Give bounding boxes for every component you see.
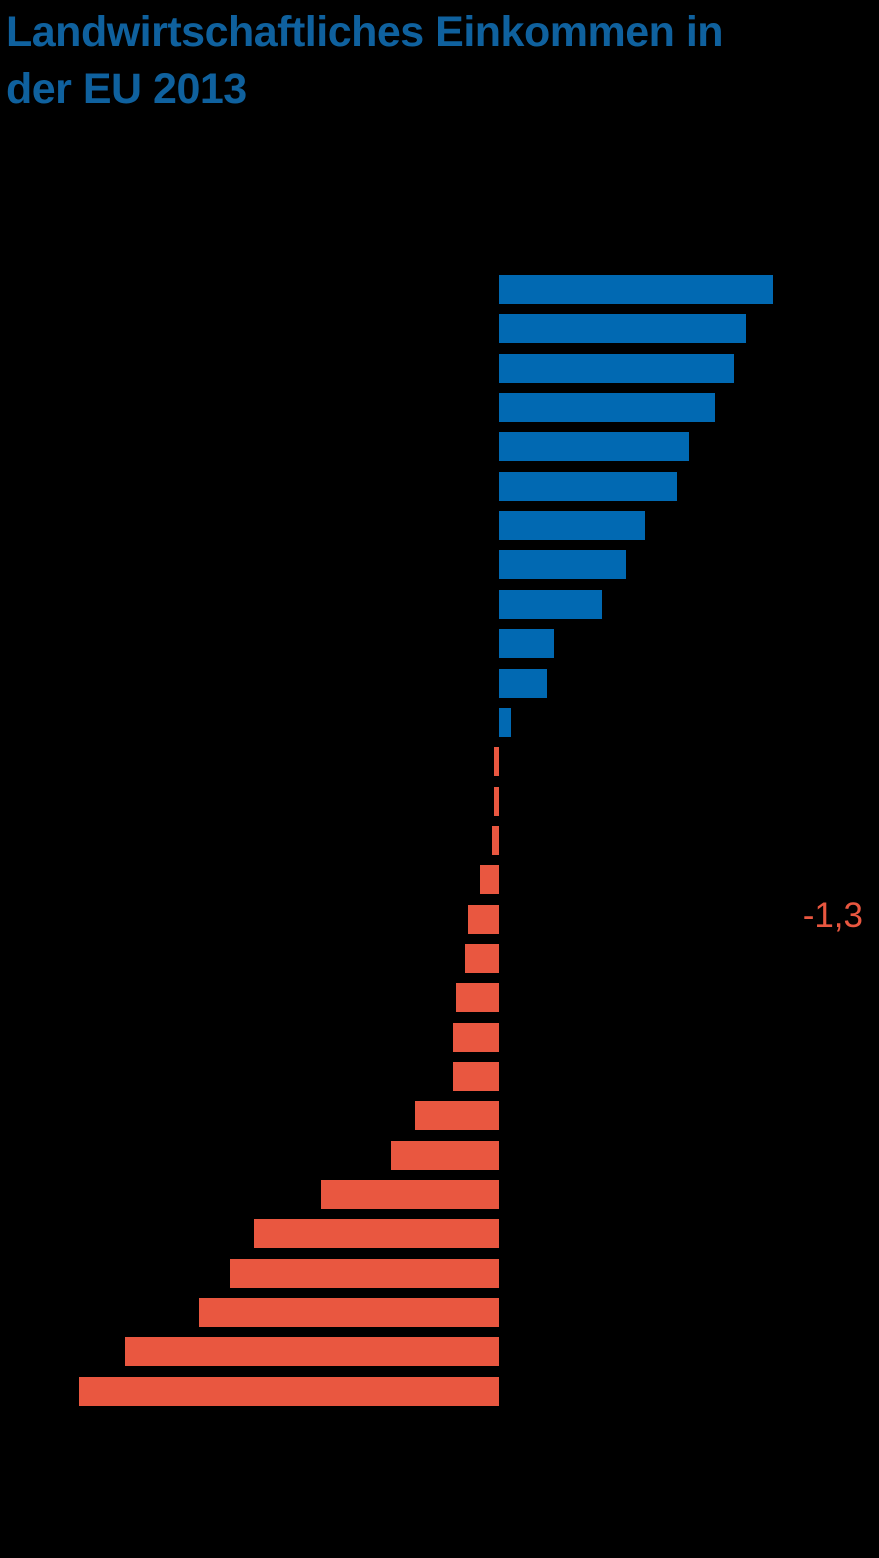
chart-title-line-1: Landwirtschaftliches Einkommen in (6, 8, 724, 56)
negative-bar (124, 1337, 499, 1367)
positive-bar (499, 275, 773, 304)
negative-bar (455, 983, 499, 1013)
negative-bar (494, 786, 499, 816)
negative-bar (453, 1022, 499, 1052)
positive-bar (499, 353, 735, 383)
eu-average-bar (467, 904, 499, 934)
negative-bar (199, 1298, 499, 1328)
positive-bar (499, 393, 715, 423)
positive-bar (499, 629, 555, 659)
negative-bar (230, 1258, 499, 1288)
positive-bar (499, 550, 627, 580)
positive-bar (499, 589, 603, 619)
negative-bar (465, 943, 499, 973)
positive-bar (499, 511, 646, 541)
chart-title: Landwirtschaftliches Einkommen in der EU… (6, 4, 724, 118)
negative-bar (479, 865, 499, 895)
negative-bar (453, 1062, 499, 1091)
positive-bar (499, 314, 747, 344)
negative-bar (391, 1140, 499, 1170)
negative-bar (254, 1219, 499, 1249)
positive-bar (499, 471, 677, 501)
negative-bar (79, 1376, 499, 1406)
positive-bar (499, 668, 547, 698)
negative-bar (494, 747, 499, 777)
negative-bar (321, 1180, 499, 1210)
chart-title-line-2: der EU 2013 (6, 65, 247, 113)
negative-bar (491, 825, 499, 855)
positive-bar (499, 432, 689, 462)
negative-bar (415, 1101, 499, 1131)
eu-average-value-label: -1,3 (802, 896, 863, 935)
positive-bar (499, 707, 511, 737)
